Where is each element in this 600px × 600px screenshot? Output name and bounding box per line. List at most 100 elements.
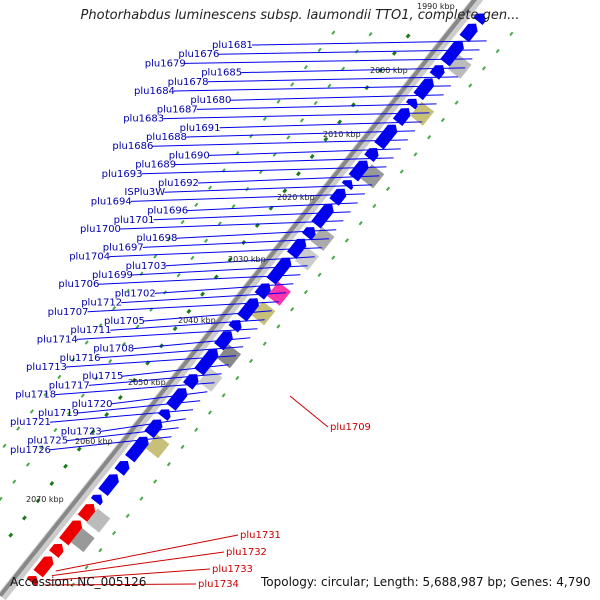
gene-arrow bbox=[392, 108, 411, 126]
leader-plu1734 bbox=[44, 583, 197, 586]
gene-label-plu1688: plu1688 bbox=[146, 132, 187, 143]
tick-dot bbox=[12, 479, 17, 484]
gene-label-plu1731: plu1731 bbox=[240, 530, 281, 541]
tick-dot bbox=[262, 116, 267, 121]
genome-backbone bbox=[0, 0, 484, 600]
feature-block bbox=[410, 101, 435, 126]
gene-label-plu1683: plu1683 bbox=[123, 114, 164, 125]
tick-dot bbox=[440, 117, 445, 123]
gene-label-plu1713: plu1713 bbox=[26, 362, 67, 373]
tick-dot bbox=[200, 291, 205, 297]
gene-arrow bbox=[301, 227, 316, 241]
tick-dot bbox=[213, 274, 219, 280]
gene-arrow bbox=[90, 494, 103, 506]
tick-dot bbox=[303, 64, 308, 70]
kbp-label-1: 2000 kbp bbox=[370, 66, 408, 75]
tick-dot bbox=[49, 481, 55, 487]
leader-plu1705 bbox=[143, 310, 272, 322]
tick-dot bbox=[180, 219, 185, 225]
tick-dot bbox=[290, 307, 295, 312]
gene-arrow bbox=[459, 23, 478, 43]
tick-dot bbox=[313, 100, 318, 106]
gene-arrow bbox=[374, 124, 398, 150]
tick-dot bbox=[84, 340, 89, 345]
gene-label-plu1716: plu1716 bbox=[60, 353, 101, 364]
tick-dot bbox=[427, 134, 432, 140]
tick-dot bbox=[98, 323, 103, 328]
kbp-label-6: 2050 kbp bbox=[128, 378, 166, 387]
gene-label-plu1712: plu1712 bbox=[81, 298, 122, 309]
tick-dot bbox=[135, 324, 140, 330]
gene-label-plu1690: plu1690 bbox=[169, 150, 210, 161]
gene-label-plu1723: plu1723 bbox=[61, 426, 102, 437]
gene-arrow bbox=[237, 298, 260, 322]
tick-dot bbox=[323, 136, 329, 142]
tick-dot bbox=[286, 135, 291, 140]
leader-plu1723 bbox=[100, 418, 186, 432]
tick-dot bbox=[309, 153, 315, 159]
kbp-tick-labels: 1990 kbp 2000 kbp 2010 kbp 2020 kbp 2030 kbp… bbox=[26, 2, 455, 504]
gene-label-plu1701: plu1701 bbox=[114, 215, 155, 226]
leader-plu1715 bbox=[122, 364, 229, 377]
leader-plu1700 bbox=[119, 220, 344, 230]
tick-dot bbox=[139, 496, 144, 501]
tick-dot bbox=[262, 341, 267, 346]
tick-dot bbox=[481, 66, 487, 71]
tick-dot bbox=[386, 186, 391, 191]
gene-label-plu1684: plu1684 bbox=[134, 86, 175, 97]
tick-dot bbox=[249, 133, 254, 139]
tick-dot bbox=[368, 32, 373, 37]
tick-dot bbox=[98, 548, 103, 553]
leader-plu1690 bbox=[208, 148, 401, 156]
gene-label-plu1676: plu1676 bbox=[178, 49, 219, 60]
gene-arrow bbox=[125, 436, 149, 463]
tick-dot bbox=[112, 530, 117, 536]
tick-dot bbox=[331, 255, 336, 260]
tick-dot bbox=[0, 496, 3, 502]
tick-dot bbox=[282, 188, 288, 194]
gene-label-plu1705: plu1705 bbox=[104, 316, 145, 327]
tick-dot bbox=[276, 99, 281, 104]
tick-dot bbox=[76, 446, 82, 452]
leader-plu1678 bbox=[207, 76, 459, 83]
gene-arrow bbox=[26, 576, 38, 587]
tick-dot bbox=[43, 392, 48, 397]
label-leader-lines bbox=[44, 40, 487, 586]
gene-label-plu1703: plu1703 bbox=[126, 261, 167, 272]
gene-label-plu1715: plu1715 bbox=[82, 371, 123, 382]
feature-block bbox=[86, 508, 111, 533]
gene-label-plu1711: plu1711 bbox=[70, 325, 111, 336]
gene-label-plu1685: plu1685 bbox=[201, 68, 242, 79]
gene-label-plu1694: plu1694 bbox=[91, 196, 132, 207]
feature-block bbox=[447, 54, 472, 79]
gene-arrow bbox=[166, 388, 188, 411]
tick-dot bbox=[121, 341, 126, 347]
gene-arrow bbox=[144, 419, 163, 439]
gene-arrow bbox=[473, 13, 486, 26]
gene-arrow bbox=[158, 409, 171, 421]
gene-arrow bbox=[49, 543, 64, 558]
gene-label-plu1704: plu1704 bbox=[69, 252, 110, 263]
tick-dot bbox=[125, 513, 130, 519]
gene-label-plu1696: plu1696 bbox=[147, 206, 188, 217]
tick-dot bbox=[90, 429, 96, 435]
tick-dot bbox=[16, 426, 21, 431]
leader-ISPlu3W bbox=[164, 184, 373, 193]
tick-dot bbox=[204, 238, 209, 243]
gene-label-plu1714: plu1714 bbox=[37, 334, 78, 345]
gene-arrow bbox=[33, 556, 54, 578]
tick-dot bbox=[413, 152, 418, 157]
tick-dot bbox=[125, 288, 130, 294]
feature-block bbox=[251, 301, 276, 326]
tick-dot bbox=[190, 255, 195, 261]
leader-plu1693 bbox=[141, 166, 387, 175]
gene-label-plu1719: plu1719 bbox=[38, 408, 79, 419]
tick-dot bbox=[276, 324, 281, 329]
leader-plu1691 bbox=[219, 121, 423, 129]
gene-label-plu1681: plu1681 bbox=[212, 40, 253, 51]
leader-plu1697 bbox=[142, 238, 330, 248]
tick-dot bbox=[227, 257, 233, 263]
leader-plu1704 bbox=[109, 247, 322, 258]
tick-dot bbox=[176, 272, 181, 278]
tick-dot bbox=[207, 185, 213, 190]
